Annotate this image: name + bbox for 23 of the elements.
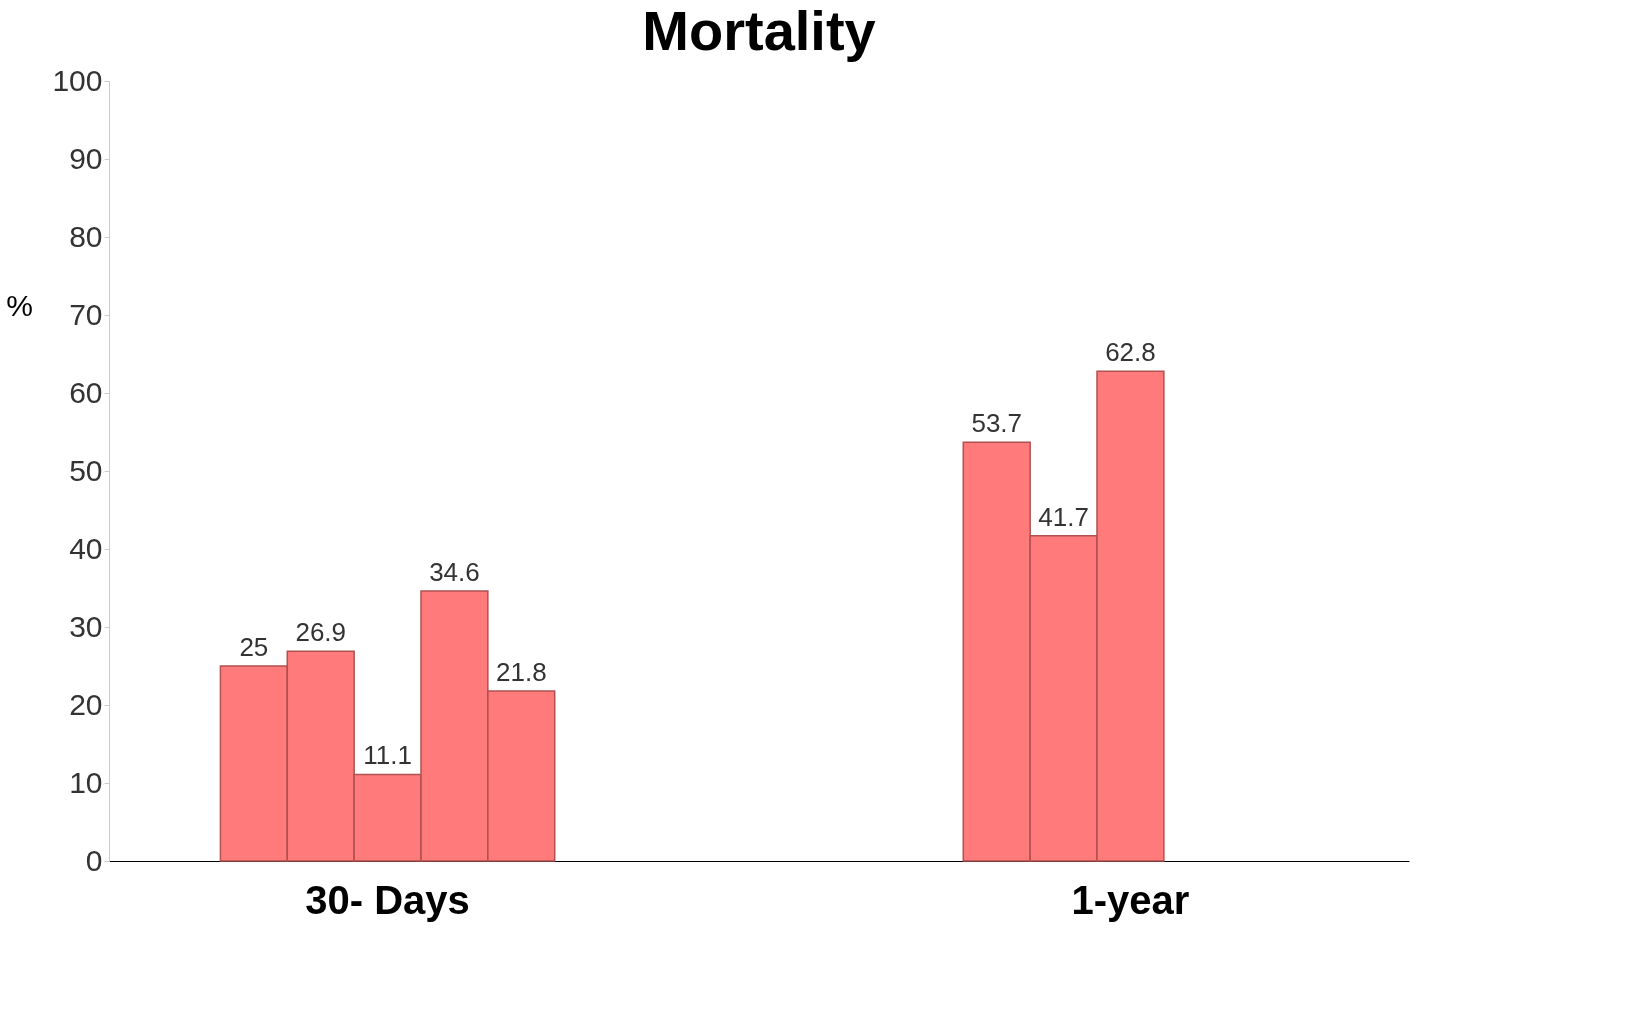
y-axis-title: % (6, 288, 33, 322)
data-label: 62.8 (1105, 337, 1156, 368)
y-tick-label: 90 (69, 141, 103, 175)
data-label: 11.1 (363, 740, 412, 771)
data-label: 41.7 (1038, 501, 1089, 532)
y-tick-label: 70 (69, 297, 103, 331)
y-tick-label: 60 (69, 375, 103, 409)
y-tick-label: 50 (69, 453, 103, 487)
y-tick-label: 10 (69, 765, 103, 799)
data-label: 26.9 (295, 617, 347, 648)
y-tick-label: 20 (69, 687, 103, 721)
y-tick-label: 40 (69, 531, 103, 565)
y-tick-label: 100 (52, 63, 103, 97)
data-label: 21.8 (495, 656, 547, 687)
chart-title: Mortality (642, 0, 876, 62)
data-label: 34.6 (429, 557, 480, 588)
data-label: 53.7 (971, 408, 1023, 439)
y-tick-label: 30 (69, 609, 103, 643)
x-tick-label: 30- Days (305, 877, 470, 922)
x-tick-label: 1-year (1071, 877, 1190, 922)
data-label: 25 (239, 632, 269, 662)
y-tick-label: 80 (69, 219, 103, 253)
y-tick-label: 0 (85, 843, 103, 877)
